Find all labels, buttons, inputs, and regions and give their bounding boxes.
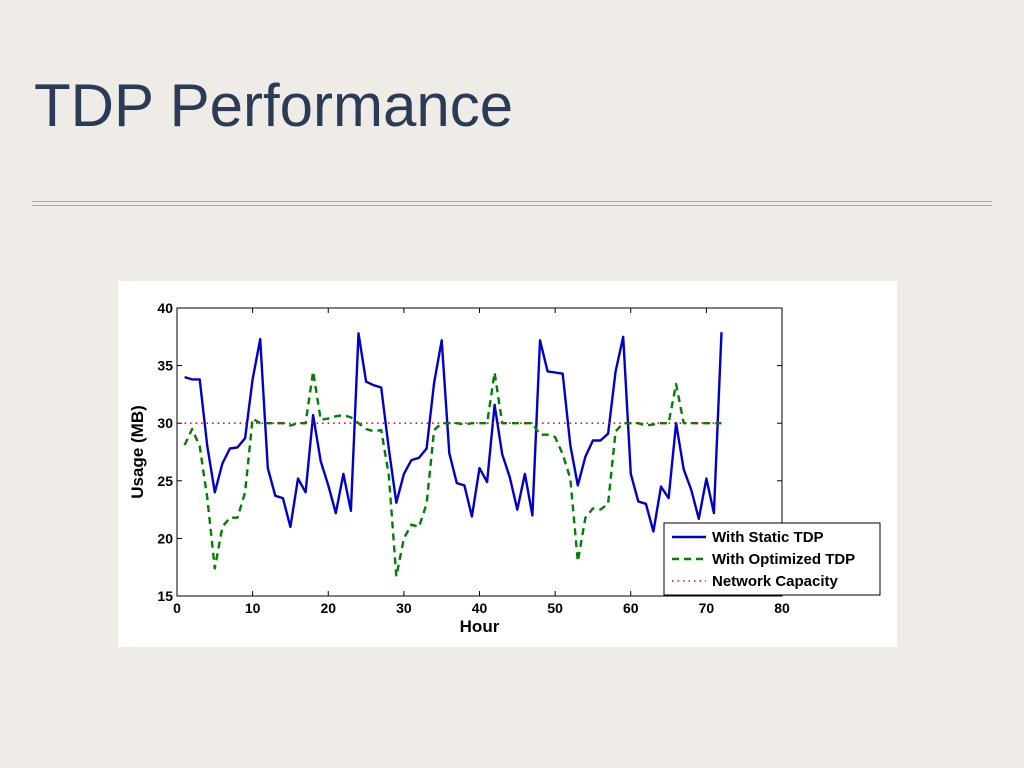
x-tick-label: 60 bbox=[623, 600, 639, 616]
title-divider-top bbox=[32, 201, 992, 202]
x-axis-label: Hour bbox=[460, 617, 500, 636]
x-tick-label: 20 bbox=[320, 600, 336, 616]
legend: With Static TDP With Optimized TDP Netwo… bbox=[663, 522, 881, 596]
y-tick-label: 20 bbox=[157, 530, 173, 546]
chart-panel: 0 10 20 30 40 50 60 70 80 15 20 25 30 35 40 Hour Usage… bbox=[118, 281, 897, 647]
series-line-with-static-tdp bbox=[184, 332, 723, 533]
y-tick-label: 30 bbox=[157, 415, 173, 431]
series-layer bbox=[183, 332, 723, 578]
x-tick-label: 0 bbox=[173, 600, 181, 616]
legend-label-network-capacity: Network Capacity bbox=[712, 573, 839, 590]
y-tick-label: 40 bbox=[157, 300, 173, 316]
tick-layer: 0 10 20 30 40 50 60 70 80 15 20 25 30 35 40 bbox=[157, 300, 790, 616]
x-tick-label: 80 bbox=[774, 600, 790, 616]
slide-title: TDP Performance bbox=[34, 72, 514, 139]
y-axis-label: Usage (MB) bbox=[128, 405, 147, 499]
x-tick-label: 10 bbox=[245, 600, 261, 616]
x-tick-label: 30 bbox=[396, 600, 412, 616]
legend-label-static-tdp: With Static TDP bbox=[712, 529, 824, 546]
y-tick-label: 25 bbox=[157, 473, 173, 489]
x-tick-label: 50 bbox=[547, 600, 563, 616]
legend-label-optimized-tdp: With Optimized TDP bbox=[712, 551, 855, 568]
title-divider-bottom bbox=[32, 205, 992, 206]
line-chart: 0 10 20 30 40 50 60 70 80 15 20 25 30 35 40 Hour Usage… bbox=[128, 300, 881, 636]
y-tick-label: 35 bbox=[157, 358, 173, 374]
series-line-with-optimized-tdp bbox=[183, 370, 722, 578]
x-tick-label: 70 bbox=[699, 600, 715, 616]
x-tick-label: 40 bbox=[472, 600, 488, 616]
y-tick-label: 15 bbox=[157, 588, 173, 604]
